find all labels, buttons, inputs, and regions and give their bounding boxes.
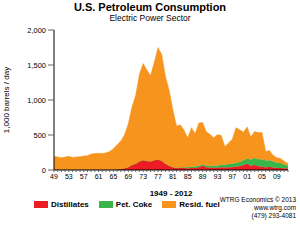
svg-text:05: 05 bbox=[258, 173, 266, 180]
html-text:Distillates: Distillates bbox=[51, 200, 89, 209]
svg-text:1,000: 1,000 bbox=[27, 96, 46, 105]
svg-text:2,000: 2,000 bbox=[27, 26, 46, 35]
svg-text:73: 73 bbox=[139, 173, 147, 180]
svg-text:85: 85 bbox=[184, 173, 192, 180]
svg-text:53: 53 bbox=[65, 173, 73, 180]
svg-text:500: 500 bbox=[33, 131, 46, 140]
html-text:www.wtrg.com: www.wtrg.com bbox=[254, 204, 296, 211]
svg-text:49: 49 bbox=[50, 173, 58, 180]
svg-text:77: 77 bbox=[154, 173, 162, 180]
svg-text:57: 57 bbox=[80, 173, 88, 180]
svg-text:89: 89 bbox=[199, 173, 207, 180]
svg-text:09: 09 bbox=[273, 173, 281, 180]
svg-text:69: 69 bbox=[124, 173, 132, 180]
html-text:Electric Power Sector: Electric Power Sector bbox=[109, 13, 191, 23]
html-text:U.S. Petroleum Consumption: U.S. Petroleum Consumption bbox=[73, 1, 227, 13]
svg-text:1,500: 1,500 bbox=[27, 61, 46, 70]
svg-text:1949 - 2012: 1949 - 2012 bbox=[150, 189, 193, 196]
svg-text:65: 65 bbox=[110, 173, 118, 180]
svg-text:61: 61 bbox=[95, 173, 103, 180]
svg-text:0: 0 bbox=[42, 166, 46, 175]
svg-text:93: 93 bbox=[214, 173, 222, 180]
svg-text:01: 01 bbox=[243, 173, 251, 180]
svg-text:1,000 barrels / day: 1,000 barrels / day bbox=[8, 67, 11, 133]
html-text:WTRG Economics © 2013: WTRG Economics © 2013 bbox=[219, 196, 296, 203]
html-text:Pet. Coke: Pet. Coke bbox=[115, 200, 153, 209]
html-text:(479) 293-4081: (479) 293-4081 bbox=[251, 212, 296, 219]
svg-text:97: 97 bbox=[228, 173, 236, 180]
svg-text:81: 81 bbox=[169, 173, 177, 180]
html-text:Resid. fuel: Resid. fuel bbox=[179, 200, 220, 209]
